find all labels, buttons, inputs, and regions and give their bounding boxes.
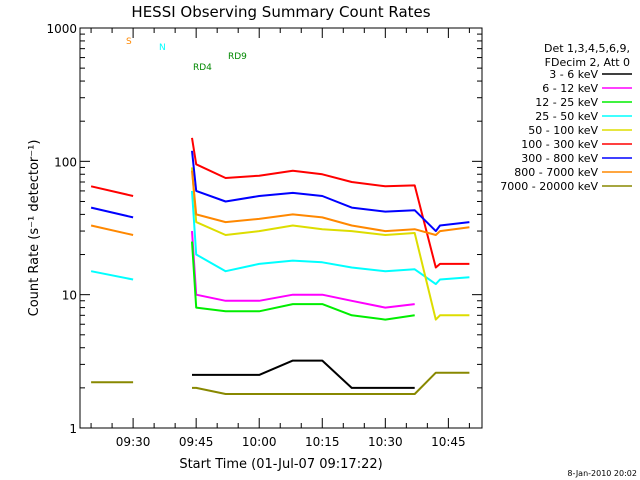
series-line-6 (90, 150, 470, 233)
legend-header-line-1: Det 1,3,4,5,6,9, (544, 42, 630, 55)
series-line-5 (90, 137, 470, 269)
y-tick-label: 10 (62, 289, 77, 303)
legend-label: 3 - 6 keV (549, 68, 598, 81)
y-tick-label: 100 (54, 155, 77, 169)
x-tick-label: 10:15 (305, 435, 340, 449)
series-line-4 (191, 167, 470, 321)
flag-label: N (159, 43, 166, 53)
x-tick-label: 10:00 (242, 435, 277, 449)
flag-label: RD4 (193, 63, 212, 73)
y-axis: 1 10 100 1000 (46, 22, 482, 436)
flag-label: RD9 (228, 52, 247, 62)
flag-label: S (126, 37, 132, 47)
legend-label: 6 - 12 keV (542, 82, 598, 95)
legend-header-line-2: FDecim 2, Att 0 (545, 56, 630, 69)
x-axis-label: Start Time (01-Jul-07 09:17:22) (179, 457, 382, 472)
x-tick-label: 09:45 (179, 435, 214, 449)
y-axis-label: Count Rate (s⁻¹ detector⁻¹) (27, 140, 42, 317)
legend-label: 50 - 100 keV (528, 124, 598, 137)
series-line-7 (90, 170, 470, 236)
timestamp: 8-Jan-2010 20:02 (567, 469, 637, 478)
legend: Det 1,3,4,5,6,9, FDecim 2, Att 0 3 - 6 k… (500, 42, 632, 193)
x-tick-label: 10:45 (431, 435, 466, 449)
y-tick-label: 1000 (46, 22, 77, 36)
legend-label: 25 - 50 keV (535, 110, 598, 123)
series-line-3 (90, 190, 470, 286)
series-line-1 (191, 231, 415, 309)
x-tick-label: 10:30 (368, 435, 403, 449)
chart-title: HESSI Observing Summary Count Rates (131, 3, 430, 21)
y-tick-label: 1 (69, 422, 77, 436)
legend-label: 7000 - 20000 keV (500, 180, 598, 193)
legend-label: 800 - 7000 keV (514, 166, 598, 179)
series-line-2 (191, 241, 415, 321)
x-tick-label: 09:30 (116, 435, 151, 449)
plot-frame (79, 27, 483, 429)
legend-label: 12 - 25 keV (535, 96, 598, 109)
legend-label: 100 - 300 keV (521, 138, 598, 151)
legend-label: 300 - 800 keV (521, 152, 598, 165)
series-line-8 (91, 371, 470, 395)
x-axis: 09:30 09:45 10:00 10:15 10:30 10:45 (90, 28, 470, 449)
series-line-0 (192, 359, 415, 389)
